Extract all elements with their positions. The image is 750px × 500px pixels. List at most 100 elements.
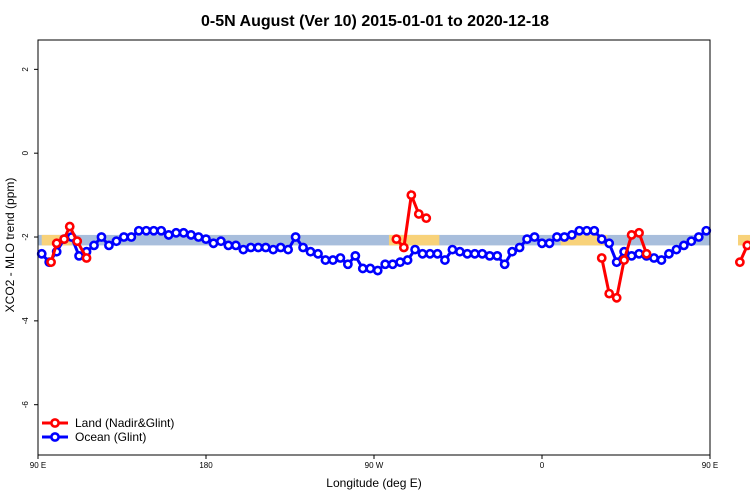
data-point bbox=[537, 238, 547, 249]
data-point bbox=[581, 225, 592, 236]
data-point bbox=[421, 213, 432, 224]
data-point bbox=[104, 240, 114, 251]
data-point bbox=[260, 242, 271, 253]
data-point bbox=[118, 232, 129, 242]
data-point bbox=[734, 257, 745, 268]
data-point bbox=[357, 263, 368, 274]
legend-label: Land (Nadir&Glint) bbox=[75, 416, 174, 430]
data-point bbox=[238, 244, 249, 255]
data-point bbox=[223, 240, 234, 251]
y-tick-label: -2 bbox=[21, 233, 30, 241]
data-point bbox=[440, 255, 450, 265]
data-point bbox=[544, 238, 555, 249]
data-point bbox=[245, 242, 256, 253]
data-point bbox=[156, 225, 167, 236]
y-tick-label: -6 bbox=[21, 401, 30, 409]
data-point bbox=[141, 225, 152, 236]
data-point bbox=[596, 253, 607, 263]
data-point bbox=[529, 232, 540, 242]
data-point bbox=[171, 227, 182, 238]
y-tick-label: 0 bbox=[21, 150, 30, 155]
chart-title: 0-5N August (Ver 10) 2015-01-01 to 2020-… bbox=[201, 13, 549, 30]
data-point bbox=[372, 265, 383, 276]
data-point bbox=[604, 288, 615, 299]
data-point bbox=[454, 246, 465, 257]
data-point bbox=[634, 248, 644, 259]
data-point bbox=[208, 238, 219, 249]
data-point bbox=[596, 234, 607, 245]
data-point bbox=[566, 230, 577, 240]
data-point bbox=[589, 225, 600, 236]
x-tick-label: 0 bbox=[540, 461, 545, 470]
data-point bbox=[72, 236, 83, 247]
data-point bbox=[298, 242, 308, 253]
y-tick-label: -4 bbox=[21, 317, 30, 325]
data-point bbox=[178, 227, 189, 238]
legend-label: Ocean (Glint) bbox=[75, 430, 146, 444]
data-point bbox=[559, 232, 570, 242]
data-point bbox=[611, 257, 622, 268]
data-point bbox=[701, 225, 712, 236]
data-point bbox=[402, 255, 413, 265]
data-point bbox=[201, 234, 211, 245]
data-point bbox=[477, 248, 488, 259]
x-tick-label: 90 E bbox=[30, 461, 46, 470]
data-point bbox=[417, 248, 428, 259]
data-point bbox=[604, 238, 615, 249]
x-axis-label: Longitude (deg E) bbox=[326, 476, 421, 490]
legend: Land (Nadir&Glint)Ocean (Glint) bbox=[42, 416, 174, 444]
data-point bbox=[398, 242, 409, 253]
data-point bbox=[413, 209, 424, 219]
data-point bbox=[484, 250, 495, 261]
legend-marker bbox=[50, 418, 60, 428]
data-point bbox=[469, 248, 480, 259]
data-point bbox=[313, 248, 323, 259]
data-point bbox=[619, 255, 630, 265]
data-point bbox=[649, 253, 659, 263]
data-point bbox=[342, 259, 353, 270]
data-point bbox=[335, 253, 346, 263]
data-point bbox=[193, 232, 204, 242]
series-ocean bbox=[36, 225, 712, 276]
data-point bbox=[89, 240, 99, 251]
data-point bbox=[425, 248, 435, 259]
data-point bbox=[686, 236, 697, 247]
y-tick-label: 2 bbox=[21, 67, 30, 72]
data-point bbox=[391, 234, 402, 245]
data-point bbox=[148, 225, 159, 236]
data-point bbox=[81, 253, 92, 263]
data-point bbox=[290, 232, 301, 242]
data-point bbox=[693, 232, 704, 242]
series-layer bbox=[36, 189, 750, 303]
data-point bbox=[328, 255, 338, 265]
data-point bbox=[447, 244, 458, 255]
data-point bbox=[626, 230, 637, 240]
data-point bbox=[462, 248, 473, 259]
data-point bbox=[163, 230, 174, 240]
data-point bbox=[522, 234, 532, 245]
x-axis: 90 E 180 90 W 0 90 E bbox=[30, 455, 718, 470]
data-point bbox=[51, 238, 62, 249]
data-point bbox=[36, 248, 47, 259]
data-point bbox=[395, 257, 406, 268]
data-point bbox=[74, 250, 84, 261]
x-tick-label: 90 E bbox=[702, 461, 718, 470]
ocean-band bbox=[38, 234, 710, 246]
data-point bbox=[253, 242, 264, 253]
data-point bbox=[46, 257, 56, 268]
data-point bbox=[406, 190, 417, 201]
x-tick-label: 180 bbox=[199, 461, 213, 470]
data-point bbox=[59, 234, 70, 245]
land-band-segment bbox=[388, 234, 440, 246]
y-axis-label: XCO2 - MLO trend (ppm) bbox=[3, 178, 17, 313]
data-point bbox=[320, 255, 331, 265]
land-band-segment bbox=[738, 234, 750, 246]
data-point bbox=[514, 242, 525, 253]
data-point bbox=[64, 221, 75, 232]
data-point bbox=[216, 236, 226, 247]
data-point bbox=[380, 259, 391, 270]
land-band-segment bbox=[560, 234, 608, 246]
y-axis: 2 0 -2 -4 -6 bbox=[21, 67, 38, 409]
data-point bbox=[410, 244, 420, 255]
data-point bbox=[634, 227, 644, 238]
